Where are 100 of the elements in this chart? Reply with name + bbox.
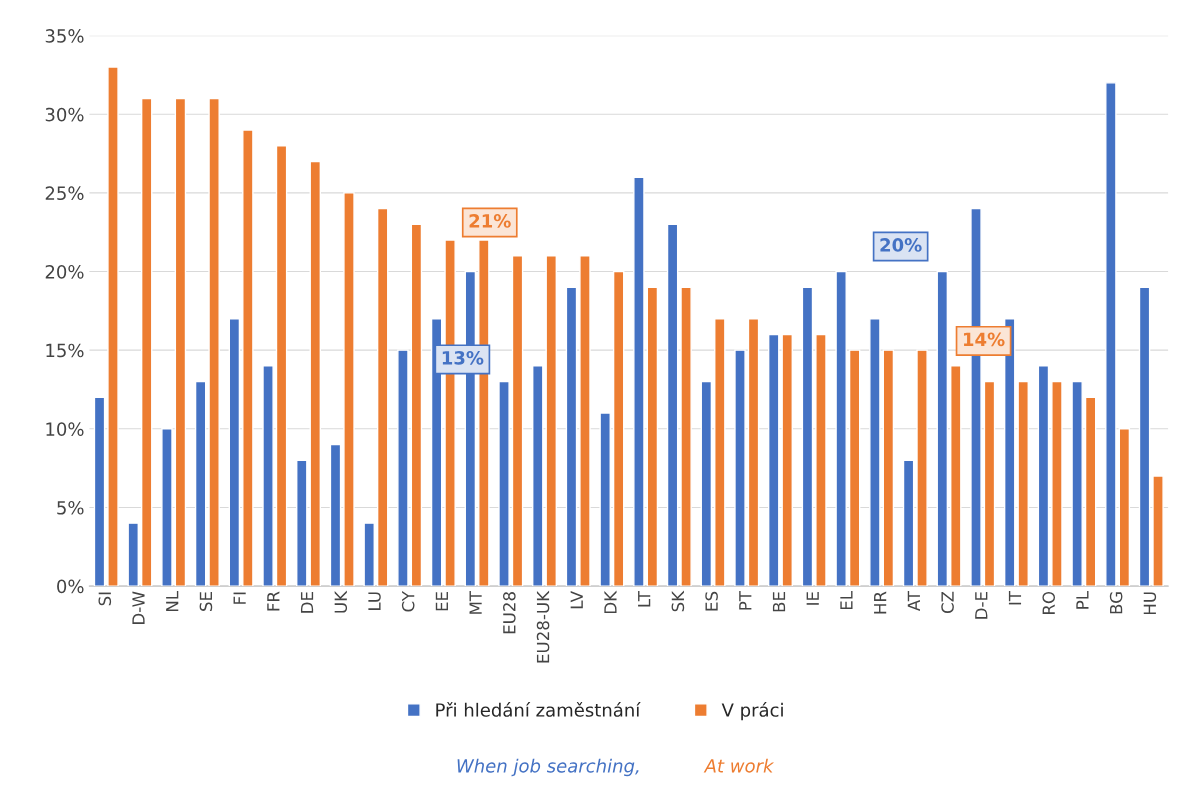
x-tick-label: NL [166, 591, 179, 612]
y-tick-label: 5% [57, 500, 84, 515]
bar [835, 270, 847, 587]
x-tick-label: IE [806, 592, 819, 605]
bar [1118, 428, 1131, 587]
annotation: 20% [880, 238, 922, 252]
x-tick-label: LU [368, 592, 381, 610]
annotation: 14% [963, 332, 1005, 347]
bar [309, 160, 322, 587]
bar [410, 223, 423, 587]
bar [1138, 286, 1151, 587]
x-tick-label: DE [300, 592, 314, 613]
y-tick-label: 25% [45, 186, 84, 201]
bar [714, 318, 726, 587]
bar [1017, 380, 1029, 587]
y-tick-label: 15% [46, 343, 84, 358]
x-tick-label: BG [1109, 592, 1123, 614]
x-tick-label: EL [840, 591, 853, 610]
bar [397, 349, 409, 587]
bar [565, 286, 578, 587]
bar [983, 380, 996, 587]
x-tick-label: EU28 [503, 592, 516, 634]
bar [296, 459, 308, 587]
x-tick-label: FR [267, 591, 280, 611]
x-tick-label: HU [1143, 592, 1157, 615]
x-tick-label: PT [739, 590, 752, 610]
legend-label: Při hledání zaměstnání [436, 702, 641, 717]
x-tick-label: SI [98, 592, 112, 606]
text: When job searching, [457, 758, 639, 777]
x-tick-label: CZ [941, 591, 954, 614]
bar [936, 270, 949, 587]
bar [1084, 396, 1097, 587]
bar [1037, 365, 1050, 587]
bar [511, 255, 524, 587]
bar [127, 522, 139, 587]
bar [93, 396, 106, 587]
y-tick-label: 0% [57, 579, 84, 594]
bar [363, 522, 375, 587]
y-tick-label: 30% [45, 107, 84, 122]
x-tick-label: FI [233, 592, 246, 604]
x-tick-label: SK [671, 590, 685, 612]
bar [781, 333, 793, 587]
bar [801, 286, 814, 587]
x-tick-label: D-W [132, 591, 145, 624]
text: At work [703, 758, 775, 773]
x-tick-label: EU28-UK [536, 590, 550, 663]
annotation: 21% [469, 214, 511, 228]
bar [633, 176, 645, 587]
bar [916, 349, 928, 587]
bar [275, 145, 288, 587]
y-tick-label: 35% [45, 29, 84, 43]
bar [666, 223, 679, 587]
bar [950, 365, 962, 587]
bar [882, 349, 895, 587]
x-tick-label: CY [401, 590, 415, 612]
bar [599, 412, 611, 587]
bar [228, 318, 241, 587]
bar [161, 428, 173, 587]
x-tick-label: IT [1008, 590, 1022, 605]
bar [848, 349, 861, 587]
bar [1051, 380, 1063, 587]
bar [1105, 82, 1117, 587]
x-tick-label: MT [469, 590, 482, 614]
bar [680, 286, 692, 587]
bar [242, 129, 254, 587]
bar [343, 192, 355, 587]
x-tick-label: SE [199, 592, 213, 611]
y-tick-label: 10% [46, 422, 84, 436]
y-tick-label: 20% [45, 265, 84, 279]
x-tick-label: RO [1042, 591, 1056, 615]
bar [767, 333, 780, 587]
bar [902, 459, 915, 587]
x-tick-label: D-E [975, 592, 988, 619]
x-tick-label: BE [772, 592, 786, 612]
x-tick-label: PL [1076, 591, 1089, 609]
bar [646, 286, 659, 587]
bar [1152, 475, 1164, 587]
bar [329, 443, 342, 587]
bar [1071, 380, 1083, 587]
bar [140, 97, 153, 587]
x-tick-label: HR [874, 591, 887, 614]
bar [700, 380, 713, 587]
x-tick-label: EE [435, 592, 448, 611]
x-tick-label: ES [705, 591, 718, 611]
x-tick-label: DK [604, 590, 617, 614]
bar [208, 97, 220, 587]
bar [498, 380, 510, 587]
bar [107, 66, 119, 587]
bar [815, 333, 827, 587]
x-tick-label: LT [638, 590, 651, 607]
bar [376, 207, 389, 587]
bar [262, 365, 274, 587]
bar [734, 349, 746, 587]
x-tick-label: AT [907, 590, 920, 612]
bar [174, 97, 187, 587]
bar [869, 318, 881, 587]
bar [194, 380, 207, 587]
legend-label: V práci [721, 702, 783, 721]
x-tick-label: UK [334, 590, 348, 613]
annotation: 13% [442, 350, 484, 365]
